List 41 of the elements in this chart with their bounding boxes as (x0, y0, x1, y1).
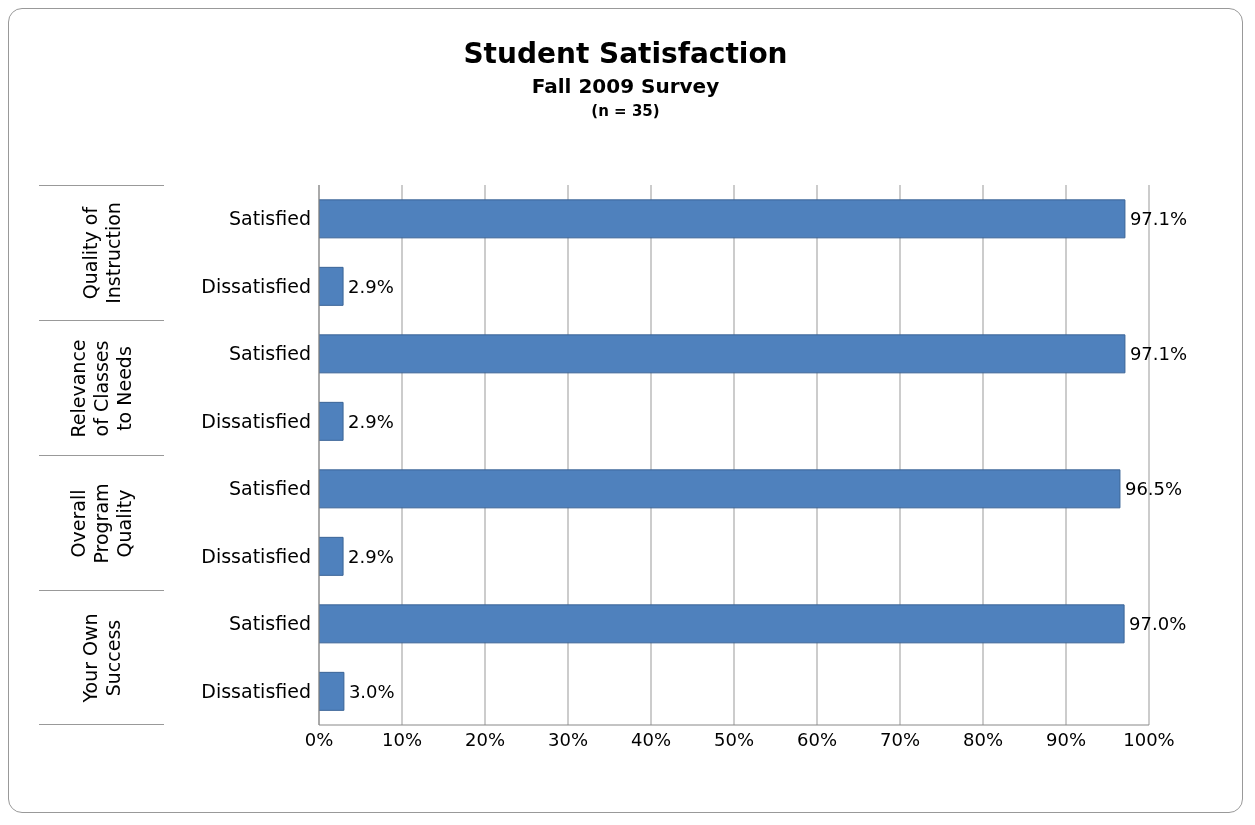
x-tick-label: 0% (304, 728, 334, 750)
x-tick-label: 70% (879, 728, 921, 750)
y-tick-label: Dissatisfied (201, 409, 311, 432)
y-tick-label: Satisfied (228, 612, 311, 635)
y-tick-label: Satisfied (228, 477, 311, 500)
data-label: 2.9% (348, 410, 394, 432)
x-tick-label: 80% (962, 728, 1004, 750)
data-label: 97.0% (1129, 613, 1187, 635)
bar (319, 401, 344, 441)
data-label: 97.1% (1129, 343, 1188, 365)
x-tick-label: 50% (713, 728, 755, 750)
x-tick-label: 60% (796, 728, 838, 750)
data-label: 2.9% (348, 275, 394, 297)
data-label: 97.1% (1129, 208, 1188, 230)
y-tick-label: Satisfied (228, 342, 311, 365)
chart-title: Student Satisfaction (462, 37, 789, 70)
bar (319, 266, 344, 306)
bar (319, 199, 1126, 239)
bar (319, 604, 1125, 644)
bar (319, 536, 344, 576)
bar (319, 334, 1126, 374)
x-tick-label: 90% (1045, 728, 1087, 750)
x-tick-label: 10% (381, 728, 423, 750)
x-tick-label: 100% (1123, 728, 1175, 750)
text: Your Own Success (78, 612, 125, 703)
bar (319, 671, 345, 711)
text: Quality of Instruction (78, 202, 125, 304)
y-tick-label: Dissatisfied (201, 544, 311, 567)
y-tick-label: Dissatisfied (201, 679, 311, 702)
text: Relevance of Classes to Needs (66, 338, 136, 438)
data-label: 96.5% (1124, 478, 1183, 500)
y-tick-label: Satisfied (228, 207, 311, 230)
text: Overall Program Quality (66, 482, 136, 564)
x-tick-label: 40% (630, 728, 672, 750)
y-tick-label: Dissatisfied (201, 274, 311, 297)
x-tick-label: 30% (547, 728, 589, 750)
bar (319, 469, 1121, 509)
data-label: 2.9% (348, 545, 394, 567)
x-tick-label: 20% (464, 728, 506, 750)
data-label: 3.0% (348, 680, 395, 702)
chart-subtitle: Fall 2009 Survey (n = 35) (530, 74, 721, 120)
